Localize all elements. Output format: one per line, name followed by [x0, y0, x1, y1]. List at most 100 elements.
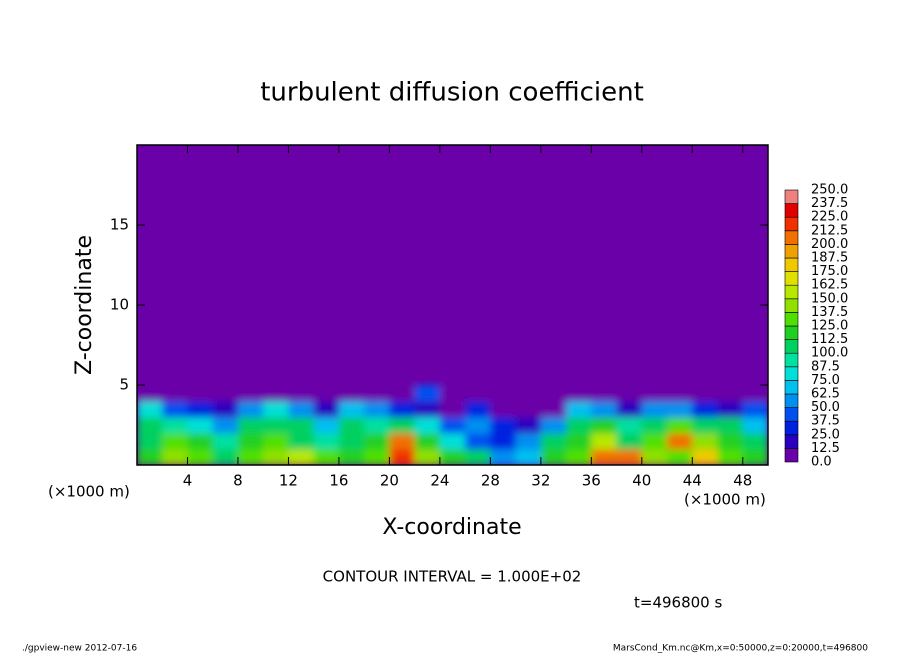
cell [237, 401, 264, 418]
cell [137, 401, 163, 418]
cell [187, 417, 214, 434]
cell [490, 385, 517, 402]
colorbar-label: 237.5 [811, 196, 848, 211]
cell [742, 401, 768, 418]
cell [717, 401, 744, 418]
x-unit: (×1000 m) [684, 491, 766, 509]
colorbar-swatch [784, 203, 799, 218]
cell [641, 417, 668, 434]
x-unit: (×1000 m) [48, 483, 130, 501]
x-tick-label: 20 [380, 472, 399, 490]
cell [591, 385, 618, 402]
cell [263, 449, 289, 465]
colorbar-swatch [784, 366, 799, 381]
x-tick-label: 36 [582, 472, 601, 490]
colorbar-swatch [784, 339, 799, 354]
cell [667, 433, 693, 450]
colorbar-swatch [784, 298, 799, 313]
cell [137, 433, 163, 450]
colorbar-label: 62.5 [811, 387, 840, 402]
colorbar-swatch [784, 352, 799, 368]
colorbar-label: 137.5 [811, 305, 848, 320]
cell [641, 433, 668, 450]
colorbar-swatch [784, 216, 799, 232]
cell [641, 401, 668, 418]
cell [465, 433, 491, 450]
cell [288, 433, 315, 450]
cell [465, 385, 491, 402]
colorbar-label: 0.0 [811, 455, 832, 470]
cell [237, 449, 264, 465]
cell [212, 417, 239, 434]
cell [162, 385, 188, 402]
cell [237, 417, 264, 434]
colorbar-label: 250.0 [811, 183, 848, 198]
cell [313, 449, 340, 465]
colorbar-label: 175.0 [811, 264, 848, 279]
footer: MarsCond_Km.nc@Km,x=0:50000,z=0:20000,t=… [613, 644, 868, 654]
cell [439, 385, 466, 402]
cell [540, 449, 567, 465]
colorbar-swatch [784, 380, 799, 395]
colorbar-swatch [784, 271, 799, 286]
cell [566, 417, 592, 434]
cell [212, 385, 239, 402]
contour-note: CONTOUR INTERVAL = 1.000E+02 [323, 568, 582, 586]
cell [414, 449, 441, 465]
x-tick-label: 4 [183, 472, 193, 490]
cell [540, 433, 567, 450]
colorbar-swatch [784, 407, 799, 422]
cell [515, 417, 542, 434]
cell [439, 433, 466, 450]
cell [515, 401, 542, 418]
cell [338, 385, 365, 402]
cell [414, 433, 441, 450]
cell [162, 433, 188, 450]
cell [389, 449, 416, 465]
cell [566, 385, 592, 402]
colorbar-swatch [784, 448, 799, 463]
cell [338, 449, 365, 465]
y-axis-label: Z-coordinate [72, 235, 97, 375]
x-tick-label: 40 [632, 472, 651, 490]
x-tick-label: 16 [329, 472, 348, 490]
cell [490, 433, 517, 450]
cell [162, 417, 188, 434]
colorbar-label: 125.0 [811, 319, 848, 334]
cell [490, 449, 517, 465]
cell [717, 385, 744, 402]
cell [667, 417, 693, 434]
chart-title: turbulent diffusion coefficient [260, 78, 644, 108]
cell [667, 385, 693, 402]
cell [364, 433, 390, 450]
heatmap [137, 385, 768, 465]
cell [641, 385, 668, 402]
colorbar-swatch [784, 230, 799, 245]
cell [591, 401, 618, 418]
cell [313, 433, 340, 450]
cell [667, 449, 693, 465]
cell [313, 385, 340, 402]
cell [742, 433, 768, 450]
colorbar-swatch [784, 189, 799, 204]
cell [616, 449, 643, 465]
colorbar-label: 87.5 [811, 359, 840, 374]
x-tick-label: 28 [481, 472, 500, 490]
cell [591, 449, 618, 465]
colorbar-label: 212.5 [811, 223, 848, 238]
colorbar-label: 187.5 [811, 251, 848, 266]
colorbar-label: 100.0 [811, 346, 848, 361]
cell [313, 417, 340, 434]
colorbar-label: 50.0 [811, 400, 840, 415]
cell [237, 385, 264, 402]
cell [263, 417, 289, 434]
cell [742, 449, 768, 465]
cell [364, 417, 390, 434]
colorbar-label: 112.5 [811, 332, 848, 347]
colorbar-swatch [784, 257, 799, 272]
cell [540, 385, 567, 402]
cell [263, 385, 289, 402]
cell [187, 401, 214, 418]
colorbar-label: 25.0 [811, 427, 840, 442]
